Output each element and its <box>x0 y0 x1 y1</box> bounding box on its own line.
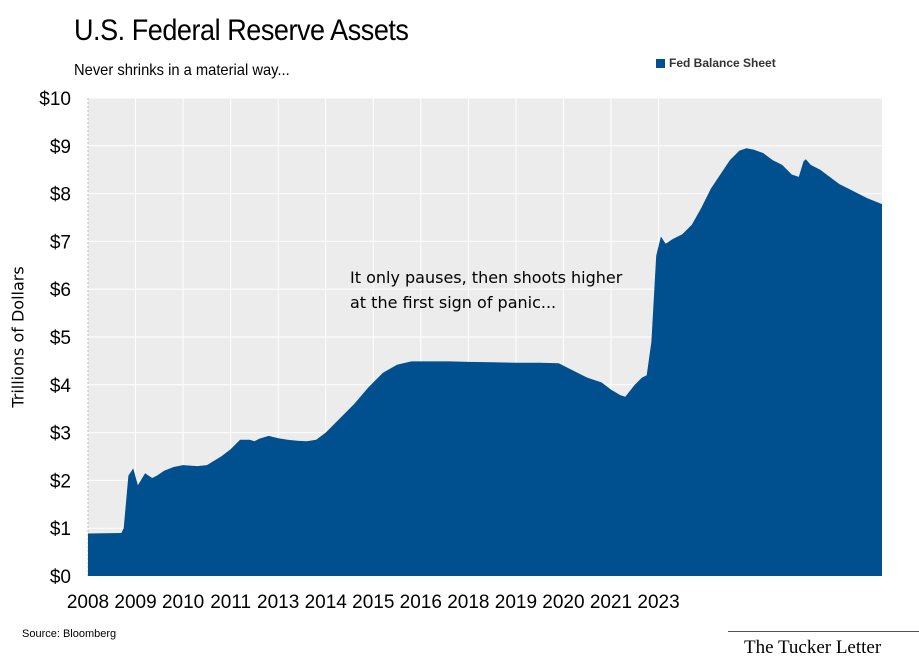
y-tick-labels: $0 $1 $2 $3 $4 $5 $6 $7 $8 $9 $10 <box>39 89 71 588</box>
annotation-line: It only pauses, then shoots higher <box>350 268 623 287</box>
y-tick-label: $10 <box>39 89 71 110</box>
x-tick-label: 2013 <box>257 592 299 613</box>
x-tick-label: 2023 <box>637 592 679 613</box>
x-tick-label: 2018 <box>447 592 489 613</box>
y-tick-label: $0 <box>50 567 71 588</box>
x-tick-label: 2010 <box>162 592 204 613</box>
x-tick-label: 2008 <box>67 592 109 613</box>
x-tick-label: 2011 <box>210 592 251 613</box>
y-tick-label: $2 <box>50 471 71 492</box>
brand-divider <box>728 631 919 632</box>
x-tick-label: 2019 <box>495 592 537 613</box>
series-area-fed-balance-sheet <box>88 148 882 576</box>
y-tick-label: $7 <box>50 232 71 253</box>
y-tick-label: $8 <box>50 185 71 206</box>
legend-label: Fed Balance Sheet <box>669 56 776 70</box>
annotation: It only pauses, then shoots higher at the… <box>350 268 623 312</box>
chart-title: U.S. Federal Reserve Assets <box>74 14 409 47</box>
y-tick-label: $9 <box>50 137 71 158</box>
legend-swatch <box>656 58 665 68</box>
y-tick-label: $6 <box>50 280 71 301</box>
y-tick-label: $4 <box>50 376 72 397</box>
x-tick-label: 2021 <box>590 592 632 613</box>
x-tick-label: 2014 <box>305 592 348 613</box>
source-note: Source: Bloomberg <box>22 628 117 640</box>
x-tick-label: 2016 <box>400 592 442 613</box>
x-tick-label: 2009 <box>114 592 156 613</box>
legend: Fed Balance Sheet <box>656 56 776 70</box>
x-tick-labels: 2008 2009 2010 2011 2013 2014 2015 2016 2018 2019… <box>67 592 680 613</box>
brand-name: The Tucker Letter <box>744 637 882 658</box>
x-tick-label: 2020 <box>542 592 584 613</box>
y-tick-label: $1 <box>50 519 71 540</box>
x-tick-label: 2015 <box>352 592 394 613</box>
y-tick-label: $5 <box>50 328 71 349</box>
annotation-line: at the first sign of panic... <box>350 293 556 312</box>
chart-subtitle: Never shrinks in a material way... <box>74 62 290 79</box>
y-tick-label: $3 <box>50 424 71 445</box>
